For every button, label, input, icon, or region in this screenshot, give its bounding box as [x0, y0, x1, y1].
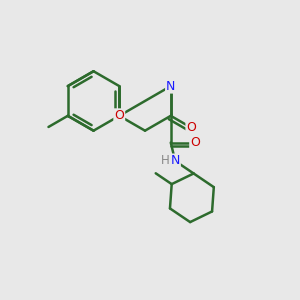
Text: H: H [160, 154, 169, 167]
Text: N: N [170, 154, 180, 167]
Text: N: N [166, 80, 176, 93]
Text: O: O [190, 136, 200, 149]
Text: O: O [114, 109, 124, 122]
Text: O: O [186, 121, 196, 134]
